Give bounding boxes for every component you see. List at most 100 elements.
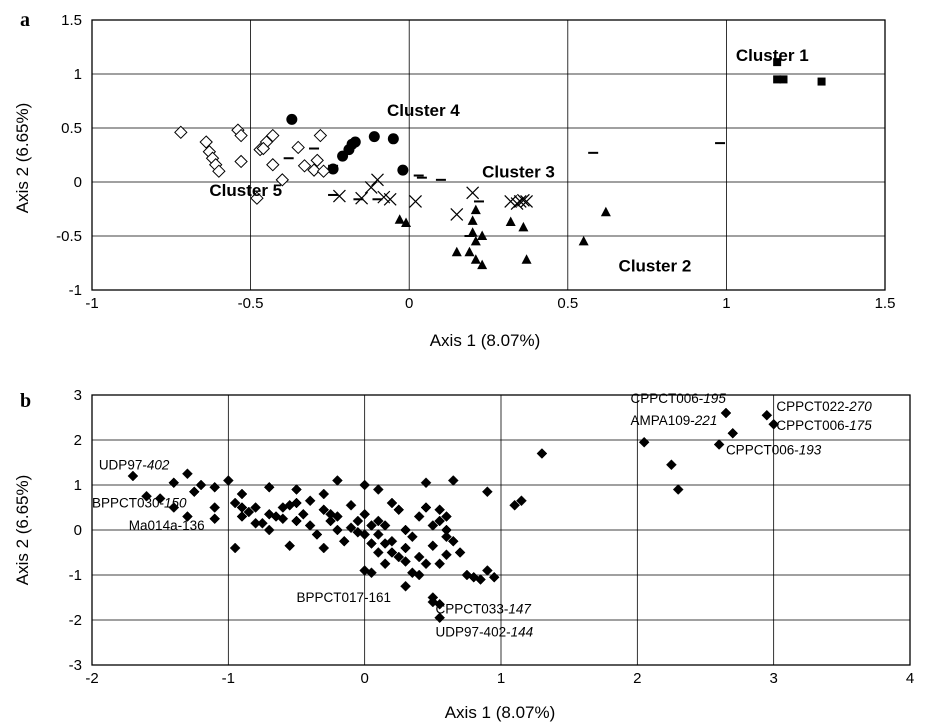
panel-a-plot-frame <box>91 19 886 291</box>
y-tick-label: -1 <box>69 567 82 584</box>
data-point-diamond <box>413 511 425 522</box>
x-tick-label: 1 <box>497 670 505 687</box>
data-point-diamond <box>263 481 275 493</box>
marker-label: BPPCT030-150 <box>92 496 187 511</box>
panel-b-x-tick-labels: -2 -1 0 1 2 3 4 <box>85 670 914 687</box>
data-point-cross <box>371 173 384 187</box>
y-tick-label: 2 <box>74 432 82 449</box>
x-tick-label: 0 <box>360 670 368 687</box>
panel-b-y-tick-labels: -3 -2 -1 0 1 2 3 <box>69 387 82 674</box>
data-point-diamond <box>318 504 330 516</box>
data-point-diamond <box>536 448 548 459</box>
data-point-triangle <box>600 206 611 217</box>
data-point-cross <box>364 180 378 194</box>
data-point-diamond <box>427 520 439 531</box>
data-point-triangle <box>477 230 488 240</box>
panel-a-grid <box>92 20 885 290</box>
data-point-triangle <box>518 221 529 232</box>
data-point-diamond <box>393 504 405 516</box>
data-point-triangle <box>470 204 481 215</box>
cluster-label: Cluster 1 <box>736 46 809 65</box>
data-point-cross <box>355 191 369 205</box>
data-point-diamond-open <box>275 173 290 187</box>
data-point-circle <box>286 113 298 125</box>
data-point-diamond <box>400 542 411 554</box>
data-point-triangle <box>467 215 478 225</box>
data-point-diamond <box>297 508 309 520</box>
y-tick-label: 1.5 <box>61 12 82 29</box>
data-point-diamond <box>366 538 377 549</box>
panel-a-data-points <box>174 58 826 270</box>
x-tick-label: 0.5 <box>557 295 578 312</box>
data-point-diamond <box>332 475 343 486</box>
data-point-diamond <box>761 409 773 421</box>
marker-label: CPPCT033-147 <box>436 601 532 616</box>
data-point-diamond-open <box>313 128 328 143</box>
data-point-diamond <box>236 511 248 522</box>
y-tick-label: 0.5 <box>61 120 82 137</box>
data-point-triangle <box>477 259 488 270</box>
data-point-diamond-open <box>256 141 270 156</box>
y-tick-label: -1 <box>69 282 82 299</box>
data-point-diamond <box>720 407 732 419</box>
data-point-diamond <box>454 547 466 558</box>
data-point-diamond <box>291 515 302 527</box>
x-tick-label: 1 <box>722 295 730 312</box>
data-point-cross <box>450 207 464 221</box>
data-point-diamond <box>441 511 452 522</box>
cluster-label: Cluster 2 <box>619 257 692 276</box>
data-point-diamond <box>379 520 391 531</box>
data-point-diamond <box>209 481 221 493</box>
data-point-diamond <box>482 486 493 498</box>
data-point-diamond <box>393 551 405 563</box>
y-tick-label: 0 <box>74 174 82 191</box>
data-point-diamond <box>488 571 500 583</box>
data-point-diamond <box>372 529 384 540</box>
data-point-diamond <box>379 538 391 549</box>
data-point-diamond-open <box>266 128 280 143</box>
data-point-triangle <box>467 227 478 237</box>
data-point-diamond-open <box>212 164 226 178</box>
cluster-label: Cluster 5 <box>209 181 282 200</box>
data-point-diamond <box>386 547 398 558</box>
data-point-diamond <box>386 497 398 509</box>
y-tick-label: 1 <box>74 477 82 494</box>
marker-label: AMPA109-221 <box>631 413 718 428</box>
panel-b-letter: b <box>20 390 31 412</box>
data-point-diamond <box>366 520 377 531</box>
data-point-diamond <box>434 558 446 570</box>
data-point-diamond-open <box>234 128 248 143</box>
data-point-diamond-open <box>307 163 321 177</box>
data-point-diamond <box>482 565 493 576</box>
data-point-square <box>817 77 826 86</box>
data-point-diamond <box>236 488 248 500</box>
y-tick-label: -3 <box>69 657 82 674</box>
x-tick-label: 2 <box>633 670 641 687</box>
data-point-diamond <box>195 479 207 491</box>
data-point-diamond <box>359 508 371 520</box>
data-point-diamond <box>345 499 357 511</box>
panel-a-letter: a <box>20 9 30 31</box>
data-point-diamond-open <box>266 158 280 172</box>
data-point-diamond-open <box>199 135 213 149</box>
marker-label: CPPCT006-175 <box>776 418 872 433</box>
data-point-diamond-open <box>234 154 248 169</box>
data-point-diamond <box>325 515 336 527</box>
data-point-triangle <box>464 246 475 257</box>
data-point-diamond <box>713 439 725 450</box>
panel-a-scatter-chart: a -1 -0.5 0 0.5 1 1.5 -1 -0.5 0 0.5 1 1.5 Cluster … <box>13 9 895 350</box>
marker-label: UDP97-402-144 <box>436 625 534 640</box>
data-point-cross <box>409 195 422 208</box>
data-point-diamond <box>420 502 432 513</box>
panel-a-y-axis-title: Axis 2 (6.65%) <box>13 103 32 214</box>
marker-label: BPPCT017-161 <box>297 590 392 605</box>
data-point-triangle <box>451 246 462 257</box>
x-tick-label: 1.5 <box>875 295 896 312</box>
data-point-diamond <box>447 475 459 486</box>
marker-label: CPPCT006-195 <box>631 391 727 406</box>
panel-b-y-axis-title: Axis 2 (6.65%) <box>13 475 32 586</box>
data-point-diamond <box>318 542 330 554</box>
data-point-diamond <box>243 506 255 518</box>
panel-a-y-tick-labels: -1 -0.5 0 0.5 1 1.5 <box>56 12 82 299</box>
